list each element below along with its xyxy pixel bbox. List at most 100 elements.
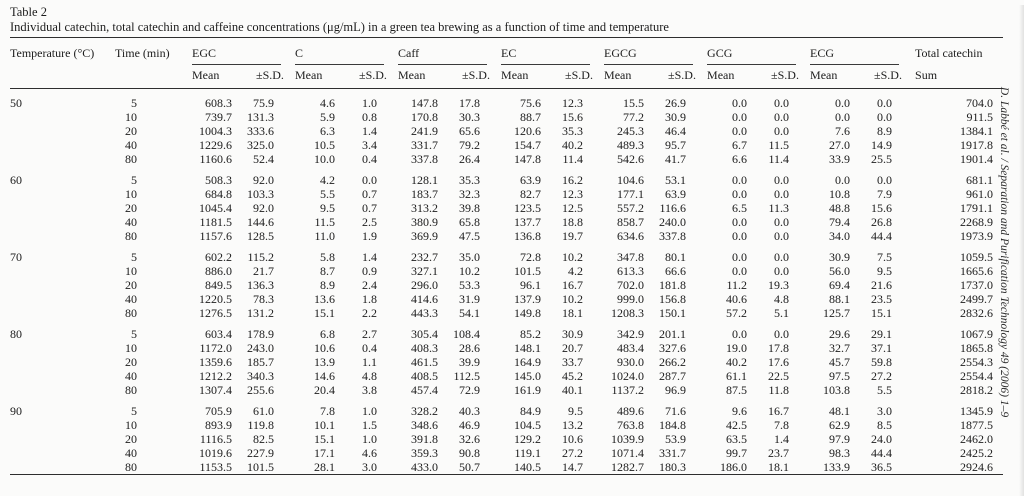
sd-cell: 240.0: [659, 215, 687, 229]
table-row: 10 739.7 131.3 5.9 0.8 170.8 30.3 88.7 15.6 77.2 3…: [10, 110, 1003, 124]
mean-cell: 739.7: [205, 110, 232, 124]
sd-cell: 287.7: [659, 369, 687, 383]
mean-cell: 125.7: [823, 306, 851, 320]
mean-cell: 11.2: [726, 278, 748, 292]
time-cell: 5: [131, 173, 137, 187]
table-label: Table 2: [10, 5, 47, 19]
mean-cell: 348.6: [411, 418, 439, 432]
mean-cell: 84.9: [520, 404, 542, 418]
mean-cell: 1172.0: [199, 341, 232, 355]
mean-cell: 97.5: [829, 369, 851, 383]
mean-cell: 32.7: [829, 341, 851, 355]
sd-cell: 15.6: [562, 110, 584, 124]
mean-cell: 603.4: [205, 327, 232, 341]
mean-cell: 369.9: [411, 229, 439, 243]
mean-cell: 19.0: [726, 341, 748, 355]
mean-cell: 120.6: [514, 124, 542, 138]
sd-cell: 0.0: [774, 250, 790, 264]
time-cell: 40: [125, 138, 137, 152]
sd-cell: 61.0: [253, 404, 274, 418]
mean-cell: 327.1: [411, 264, 439, 278]
sd-cell: 128.5: [247, 229, 274, 243]
mean-cell: 17.1: [314, 446, 335, 460]
header-sub-row: Mean ±S.D. Mean ±S.D. Mean ±S.D. Mean ±S.D. Mean…: [10, 65, 1004, 89]
mean-cell: 893.9: [205, 418, 232, 432]
sd-cell: 184.8: [659, 418, 687, 432]
mean-cell: 0.0: [732, 327, 748, 341]
sd-cell: 13.2: [562, 418, 584, 432]
sd-cell: 20.7: [562, 341, 584, 355]
sd-cell: 150.1: [659, 306, 687, 320]
sd-cell: 10.6: [562, 432, 584, 446]
time-cell: 10: [125, 341, 137, 355]
sd-cell: 11.5: [768, 138, 790, 152]
time-cell: 10: [125, 187, 137, 201]
sd-cell: 0.0: [774, 215, 790, 229]
table-caption: Table 2 Individual catechin, total catec…: [10, 5, 988, 35]
mean-cell: 6.7: [732, 138, 748, 152]
mean-cell: 136.8: [514, 229, 542, 243]
sd-cell: 46.9: [459, 418, 481, 432]
sd-cell: 95.7: [665, 138, 687, 152]
sd-cell: 19.3: [768, 278, 790, 292]
sd-cell: 1.1: [362, 355, 378, 369]
time-cell: 80: [125, 460, 137, 474]
mean-cell: 56.0: [829, 264, 851, 278]
mean-header: Mean: [810, 65, 859, 89]
mean-cell: 1208.3: [611, 306, 645, 320]
sd-cell: 0.0: [774, 110, 790, 124]
sd-cell: 33.7: [562, 355, 584, 369]
sd-cell: 16.7: [768, 404, 790, 418]
group-header: EC: [501, 38, 604, 65]
sum-cell: 2554.4: [960, 369, 994, 383]
mean-cell: 133.9: [823, 460, 851, 474]
sd-cell: 14.9: [871, 138, 893, 152]
mean-cell: 684.8: [205, 187, 232, 201]
mean-cell: 154.7: [514, 138, 542, 152]
mean-cell: 145.0: [514, 369, 542, 383]
sd-cell: 7.5: [877, 250, 893, 264]
mean-cell: 1282.7: [611, 460, 645, 474]
mean-cell: 45.7: [829, 355, 851, 369]
table-row: 20 1359.6 185.7 13.9 1.1 461.5 39.9 164.9 33.7 93…: [10, 355, 1003, 369]
table-row: 20 849.5 136.3 8.9 2.4 296.0 53.3 96.1 16.7 702.0…: [10, 278, 1003, 292]
mean-cell: 0.0: [835, 110, 851, 124]
mean-cell: 15.1: [314, 306, 335, 320]
sd-cell: 0.0: [362, 173, 378, 187]
mean-cell: 161.9: [514, 383, 542, 397]
sum-cell: 961.0: [966, 187, 994, 201]
mean-cell: 137.7: [514, 215, 542, 229]
mean-cell: 6.5: [732, 201, 748, 215]
temp-block-70: 70 5 602.2 115.2 5.8 1.4 232.7 35.0 72.8 10.2 347.…: [10, 243, 1003, 320]
table-row: 40 1181.5 144.6 11.5 2.5 380.9 65.8 137.7 18.8 85…: [10, 215, 1003, 229]
mean-cell: 886.0: [205, 264, 232, 278]
mean-cell: 63.9: [520, 173, 542, 187]
time-cell: 20: [125, 278, 137, 292]
sd-cell: 15.1: [871, 306, 893, 320]
sd-cell: 35.0: [459, 250, 481, 264]
mean-cell: 29.6: [829, 327, 851, 341]
mean-cell: 4.6: [320, 96, 335, 110]
sd-cell: 63.9: [665, 187, 687, 201]
mean-cell: 542.6: [617, 152, 645, 166]
table-row: 90 5 705.9 61.0 7.8 1.0 328.2 40.3 84.9 9.5 489.6 7…: [10, 397, 1003, 418]
sd-cell: 82.5: [253, 432, 274, 446]
sum-cell: 2462.0: [960, 432, 994, 446]
group-header: EGCG: [604, 38, 707, 65]
sd-header: ±S.D.: [240, 65, 295, 89]
sd-cell: 4.8: [774, 292, 790, 306]
sd-cell: 53.3: [459, 278, 481, 292]
mean-cell: 0.0: [732, 215, 748, 229]
sd-cell: 0.4: [362, 341, 378, 355]
sd-cell: 24.0: [871, 432, 893, 446]
mean-cell: 0.0: [732, 173, 748, 187]
sd-cell: 90.8: [459, 446, 481, 460]
sd-cell: 2.7: [362, 327, 378, 341]
mean-cell: 30.9: [829, 250, 851, 264]
mean-cell: 1229.6: [199, 138, 232, 152]
journal-sidenote: D. Labbé et al. / Separation and Purific…: [998, 86, 1010, 418]
mean-cell: 0.0: [732, 229, 748, 243]
sd-cell: 119.8: [247, 418, 274, 432]
mean-cell: 98.3: [829, 446, 851, 460]
time-cell: 5: [131, 404, 137, 418]
